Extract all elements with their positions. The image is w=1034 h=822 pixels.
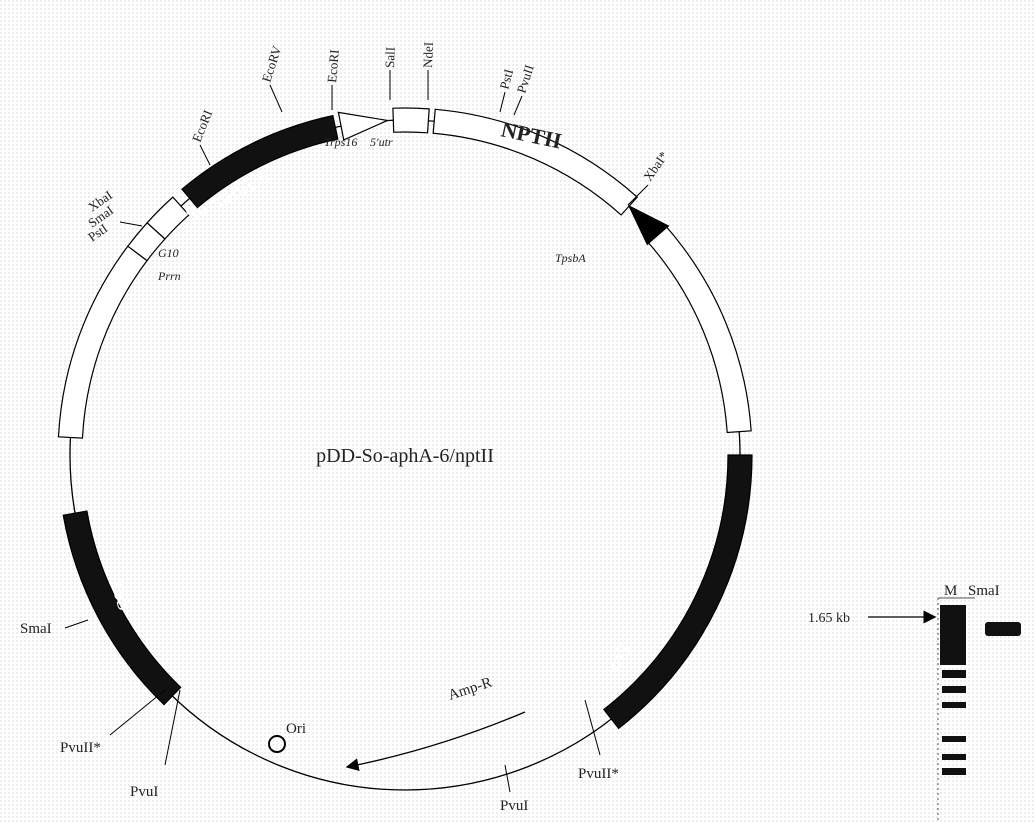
gene-label: Ori	[286, 721, 306, 737]
element-label: Prrn	[157, 269, 181, 283]
band	[942, 702, 966, 708]
band	[942, 754, 966, 760]
element-label: TpsbA	[555, 251, 586, 265]
band	[942, 686, 966, 693]
site-label: SmaI	[20, 621, 52, 637]
site-label: NdeI	[420, 42, 436, 69]
band	[942, 736, 966, 742]
lane-label: SmaI	[968, 583, 1000, 599]
site-label: SalI	[382, 47, 398, 68]
lane-label: M	[944, 583, 957, 599]
element-label: Trps16	[324, 135, 357, 149]
site-label: PvuI	[500, 798, 528, 814]
element-label: 5'utr	[370, 135, 393, 149]
band	[942, 670, 966, 678]
site-label: PvuII*	[578, 766, 619, 782]
band	[985, 622, 1021, 636]
band	[940, 605, 966, 665]
plasmid-name: pDD-So-aphA-6/nptII	[316, 445, 494, 467]
marker-label: 1.65 kb	[808, 611, 850, 626]
site-label: PvuII*	[60, 740, 101, 756]
band	[942, 768, 966, 775]
site-label: EcoRI	[324, 49, 342, 83]
element-label: G10	[158, 246, 179, 260]
page: pDD-So-aphA-6/nptII So-aphA-6 NPTII 16S …	[0, 0, 1034, 822]
utr-box	[393, 108, 429, 133]
site-label: PvuI	[130, 784, 158, 800]
